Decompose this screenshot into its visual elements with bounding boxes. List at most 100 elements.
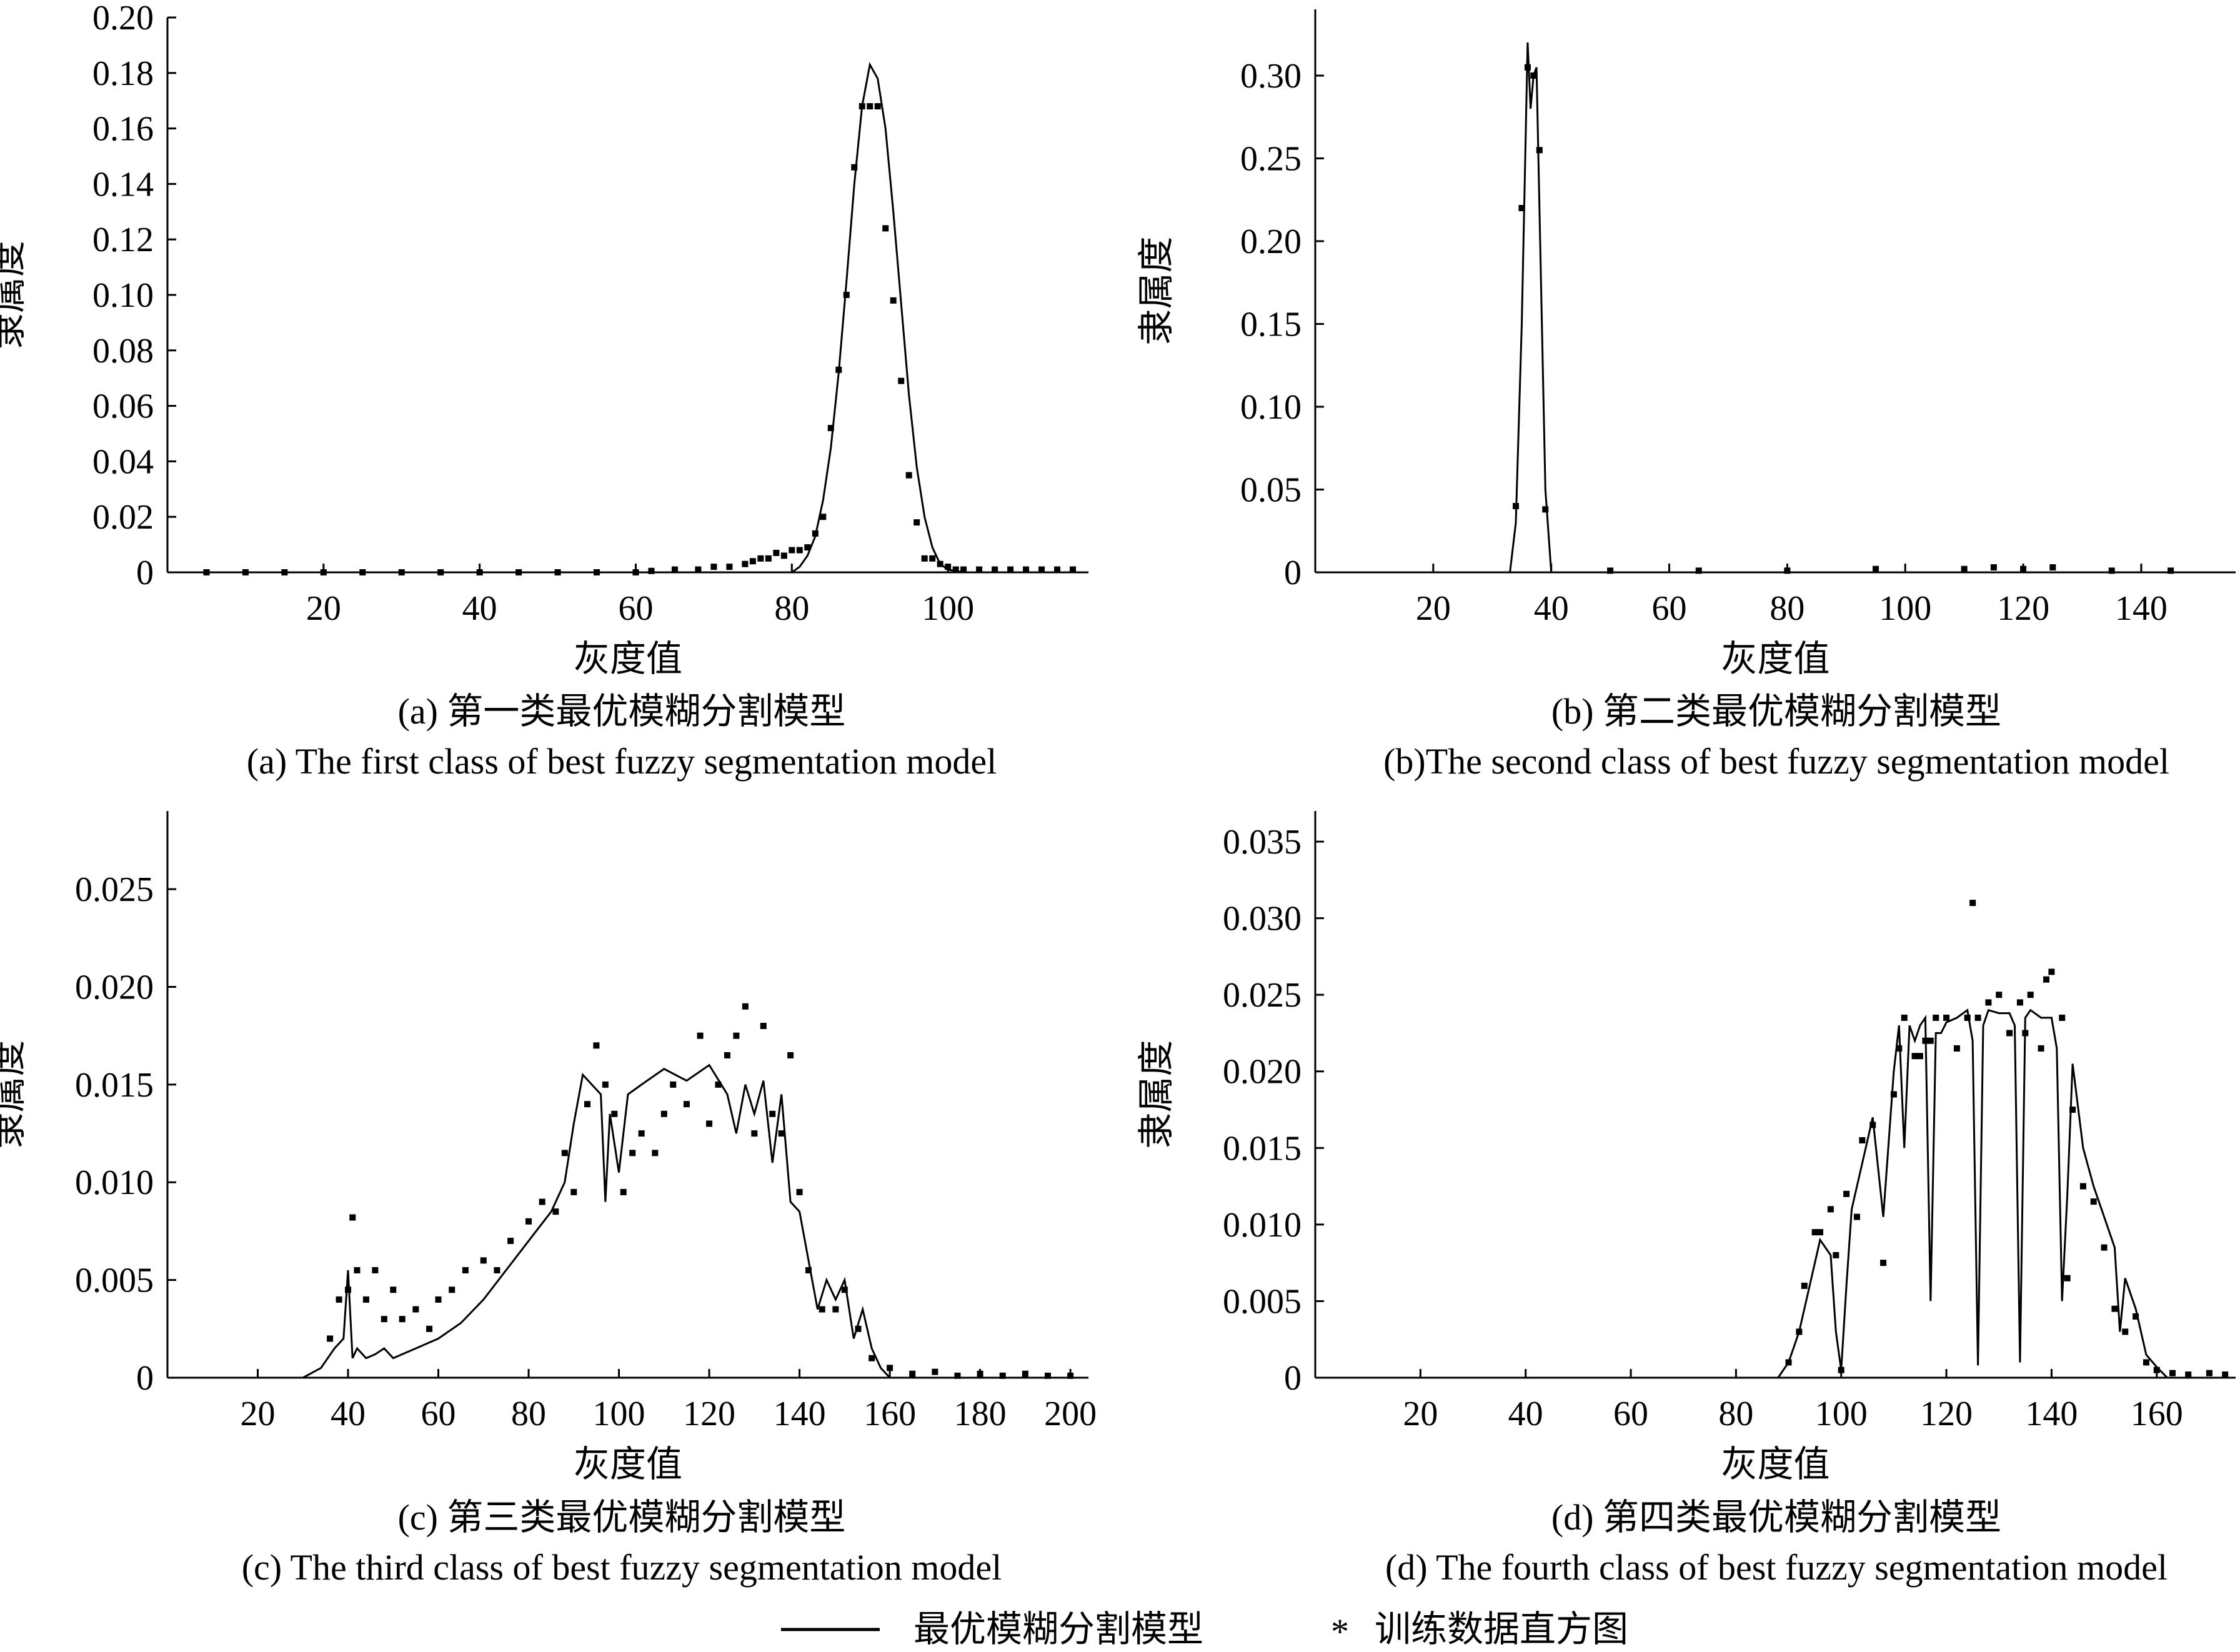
panel-c-histogram-point [932, 1368, 938, 1375]
panel-c-histogram-point [832, 1306, 839, 1313]
panel-c-y-tick-label: 0.025 [75, 870, 154, 909]
panel-a-histogram-point [1054, 566, 1061, 573]
panel-b-histogram-point [1873, 565, 1879, 572]
panel-b-histogram-point [2168, 567, 2174, 574]
legend-data-label: 训练数据直方图 [1375, 1609, 1628, 1650]
panel-a-y-tick-label: 0.10 [92, 276, 154, 315]
panel-c-histogram-point [539, 1198, 545, 1205]
panel-d-histogram-point [1901, 1014, 1908, 1021]
panel-a-histogram-point [859, 103, 865, 110]
panel-d-histogram-point [1880, 1260, 1887, 1266]
panel-d-histogram-point [2043, 976, 2049, 983]
panel-a: 0 0.02 0.04 0.06 0.08 0.10 0.12 0.14 0.16 0.18 0.2… [0, 0, 1088, 782]
panel-a-x-tick-label: 100 [922, 589, 974, 628]
panel-a-caption-en: (a) The first class of best fuzzy segmen… [247, 741, 997, 782]
panel-c-histogram-point [570, 1188, 577, 1195]
panel-a-histogram-point [773, 549, 780, 556]
panel-b-y-tick-label: 0 [1284, 554, 1302, 592]
panel-c-y-tick-label: 0.005 [75, 1261, 154, 1300]
panel-d-histogram-point [1916, 1053, 1923, 1060]
panel-c-histogram-point [683, 1101, 690, 1108]
panel-a-y-axis-label: 隶属度 [0, 241, 29, 349]
panel-d-histogram-point [2133, 1313, 2139, 1320]
panel-d-x-tick-label: 40 [1508, 1395, 1543, 1433]
panel-a-histogram-point [695, 566, 702, 573]
panel-a-histogram-point [921, 555, 928, 562]
panel-b-y-axis-label: 隶属度 [1136, 236, 1177, 345]
panel-c-histogram-point [999, 1372, 1006, 1379]
panel-d-y-tick-label: 0.020 [1223, 1053, 1302, 1092]
panel-b-histogram-point [2049, 564, 2056, 571]
panel-d-x-tick-label: 80 [1718, 1395, 1753, 1433]
panel-b-x-tick-label: 140 [2115, 589, 2168, 628]
panel-d-histogram-point [1933, 1014, 1939, 1021]
panel-d-histogram-point [2022, 1030, 2029, 1037]
panel-c-y-tick-label: 0 [136, 1359, 154, 1398]
panel-d-histogram-point [1985, 999, 1992, 1006]
panel-d-histogram-point [2122, 1328, 2129, 1335]
panel-a-histogram-point [765, 555, 772, 562]
panel-a-histogram-point [780, 552, 787, 559]
panel-a-histogram-point [320, 569, 327, 575]
panel-c-histogram-point [426, 1325, 433, 1332]
panel-d-histogram-point [2206, 1370, 2213, 1376]
panel-a-histogram-point [890, 297, 897, 304]
panel-c-histogram-point [327, 1335, 334, 1342]
panel-c-histogram-point [954, 1372, 961, 1379]
panel-a-histogram-point [742, 560, 749, 567]
panel-c-histogram-point [462, 1266, 469, 1273]
panel-a-histogram-point [710, 564, 717, 570]
panel-d-histogram-point [2069, 1107, 2076, 1113]
panel-d-histogram-point [1843, 1190, 1850, 1197]
panel-c-histogram-point [336, 1296, 342, 1303]
panel-a-x-tick-label: 20 [306, 589, 341, 628]
panel-d-histogram-point [2064, 1275, 2071, 1281]
panel-d-histogram-point [1853, 1213, 1860, 1220]
panel-d: 0 0.005 0.010 0.015 0.020 0.025 0.030 0.035 20 40… [1136, 811, 2236, 1588]
panel-c-histogram-point [819, 1306, 825, 1313]
legend-model-label: 最优模糊分割模型 [913, 1609, 1203, 1650]
panel-a-histogram-point [851, 164, 858, 171]
panel-c-histogram-point [354, 1266, 361, 1273]
panel-c-histogram-point [742, 1003, 749, 1010]
panel-c-histogram-point [372, 1266, 379, 1273]
panel-d-y-tick-label: 0.015 [1223, 1129, 1302, 1168]
panel-c-caption-en: (c) The third class of best fuzzy segmen… [242, 1547, 1002, 1588]
panel-d-histogram-point [2038, 1045, 2044, 1052]
panel-a-histogram-point [796, 547, 803, 554]
panel-a-histogram-point [1007, 566, 1014, 573]
panel-d-y-tick-label: 0.025 [1223, 976, 1302, 1015]
panel-a-histogram-point [554, 569, 561, 575]
panel-b-model-line [1315, 42, 2236, 574]
panel-c-histogram-point [769, 1110, 776, 1117]
panel-c-histogram-point [552, 1208, 559, 1215]
panel-d-histogram-point [1964, 1014, 1971, 1021]
panel-d-histogram-point [1927, 1037, 1934, 1044]
panel-b-histogram-point [2020, 565, 2027, 572]
panel-b-histogram-point [1530, 72, 1537, 79]
panel-c-histogram-point [349, 1214, 356, 1221]
panel-a-y-tick-label: 0.04 [92, 442, 154, 481]
panel-a-histogram-point [476, 569, 483, 575]
panel-c-x-tick-label: 160 [864, 1395, 916, 1433]
panel-d-histogram-point [2169, 1370, 2176, 1376]
panel-d-plot: 0 0.005 0.010 0.015 0.020 0.025 0.030 0.035 20 40… [1136, 811, 2236, 1485]
panel-d-histogram-point [1785, 1359, 1792, 1366]
panel-b-plot: 0 0.05 0.10 0.15 0.20 0.25 0.30 20 40 60 80 100 120 1… [1136, 9, 2236, 679]
panel-d-histogram-point [2222, 1371, 2229, 1378]
panel-d-histogram-point [2048, 968, 2055, 975]
panel-d-x-tick-label: 140 [2025, 1395, 2078, 1433]
panel-d-histogram-point [1969, 900, 1976, 907]
panel-c-histogram-point [760, 1023, 767, 1030]
panel-c-histogram-point [584, 1101, 590, 1108]
panel-d-histogram-point [2090, 1198, 2097, 1205]
panel-a-histogram-point [952, 566, 959, 573]
panel-a-histogram-point [749, 558, 756, 565]
panel-b-caption-en: (b)The second class of best fuzzy segmen… [1383, 741, 2169, 782]
panel-d-histogram-point [2185, 1371, 2192, 1378]
panel-a-histogram-point [992, 566, 998, 573]
panel-c-histogram-point [805, 1266, 812, 1273]
panel-d-histogram-point [1811, 1229, 1818, 1236]
panel-c-histogram-point [909, 1370, 916, 1377]
panel-d-model-line [1315, 1008, 2236, 1379]
